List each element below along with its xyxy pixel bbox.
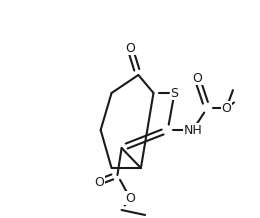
Text: O: O [192, 72, 202, 85]
Text: O: O [94, 175, 104, 189]
Text: NH: NH [184, 124, 202, 136]
Text: O: O [125, 191, 135, 204]
Text: S: S [171, 87, 178, 99]
Text: O: O [222, 102, 231, 114]
Text: O: O [125, 41, 135, 54]
